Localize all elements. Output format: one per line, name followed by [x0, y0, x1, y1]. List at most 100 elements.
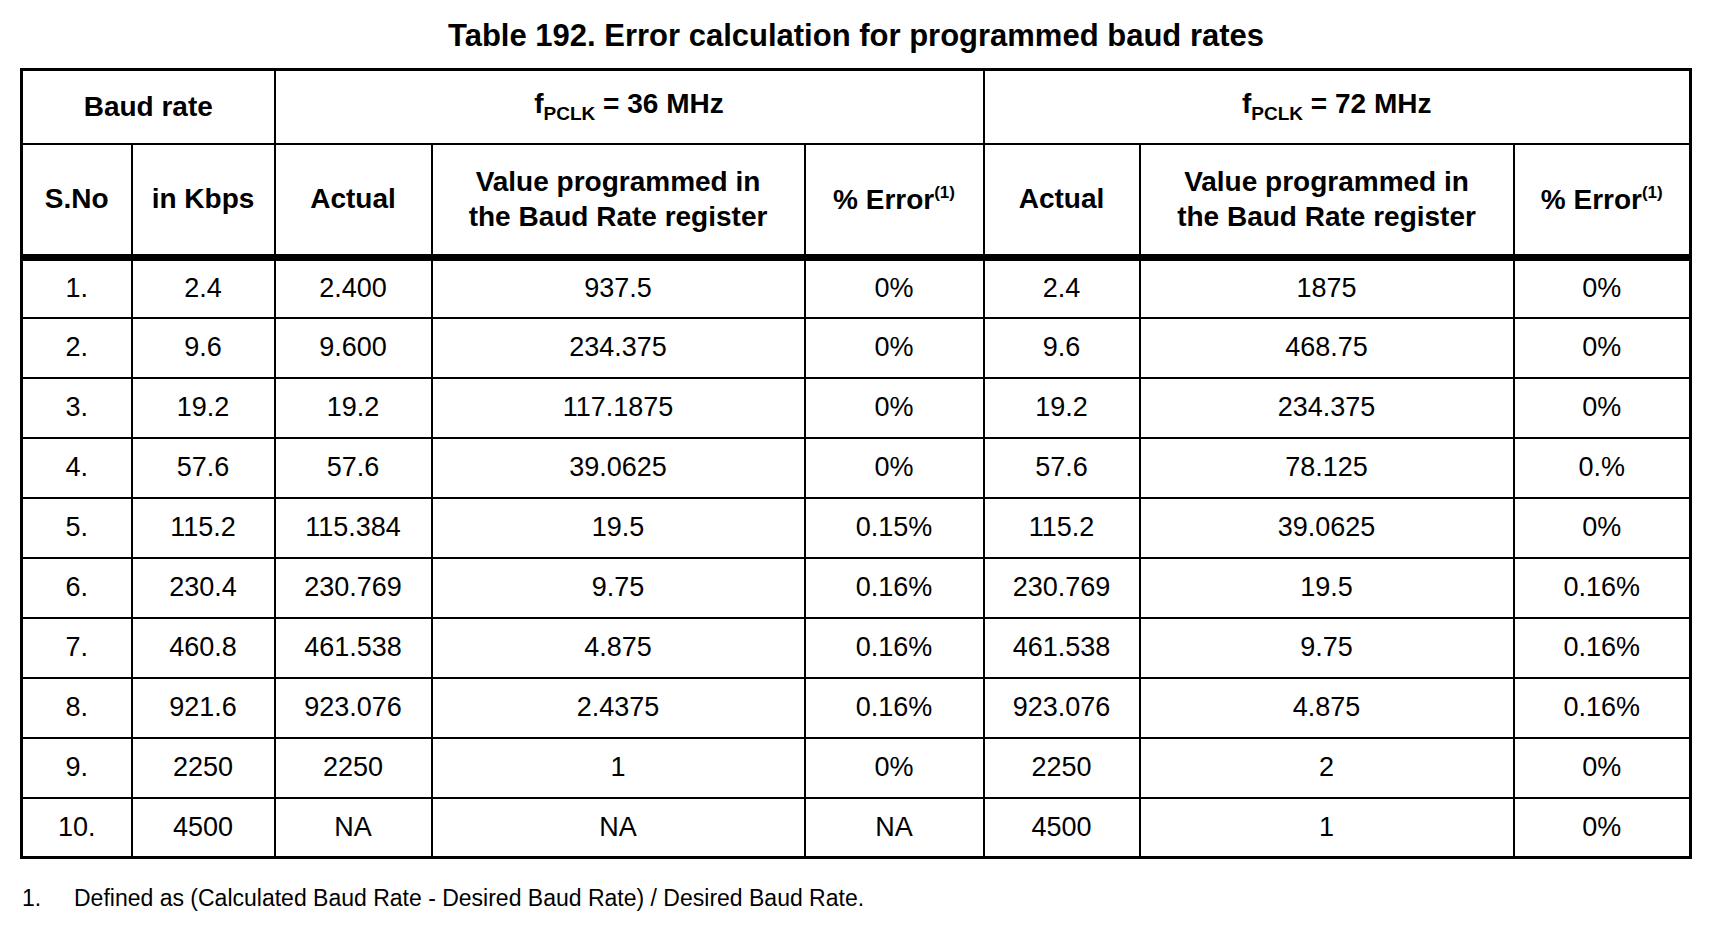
table-cell: 3. [22, 378, 132, 438]
table-cell: 2 [1140, 738, 1514, 798]
table-cell: 234.375 [432, 318, 805, 378]
table-cell: 57.6 [132, 438, 275, 498]
sub-header-row: S.No in Kbps Actual Value programmed in … [22, 144, 1691, 258]
table-cell: 0.16% [805, 618, 984, 678]
table-cell: 115.2 [984, 498, 1140, 558]
table-cell: 0% [805, 318, 984, 378]
header-actual-72: Actual [984, 144, 1140, 258]
table-cell: 19.2 [275, 378, 432, 438]
table-cell: 234.375 [1140, 378, 1514, 438]
table-cell: 10. [22, 798, 132, 858]
table-cell: 9.600 [275, 318, 432, 378]
table-cell: 2.400 [275, 258, 432, 318]
table-cell: 0% [805, 438, 984, 498]
fpclk-36-subscript: PCLK [544, 103, 596, 124]
table-cell: 0.16% [1514, 558, 1691, 618]
table-cell: NA [805, 798, 984, 858]
table-cell: 0% [805, 258, 984, 318]
header-pct-error-36: % Error(1) [805, 144, 984, 258]
table-cell: NA [432, 798, 805, 858]
table-cell: 461.538 [984, 618, 1140, 678]
table-cell: 468.75 [1140, 318, 1514, 378]
table-cell: 4.875 [432, 618, 805, 678]
table-cell: 1 [1140, 798, 1514, 858]
table-cell: 230.4 [132, 558, 275, 618]
table-cell: 9.6 [984, 318, 1140, 378]
table-cell: 4. [22, 438, 132, 498]
table-row: 4.57.657.639.06250%57.678.1250.% [22, 438, 1691, 498]
table-cell: NA [275, 798, 432, 858]
header-value-line1: Value programmed in [1147, 164, 1507, 199]
table-cell: 460.8 [132, 618, 275, 678]
table-cell: 0% [1514, 258, 1691, 318]
table-row: 6.230.4230.7699.750.16%230.76919.50.16% [22, 558, 1691, 618]
table-cell: 0.% [1514, 438, 1691, 498]
table-cell: 9.75 [432, 558, 805, 618]
header-kbps: in Kbps [132, 144, 275, 258]
fpclk-72-value: = 72 MHz [1303, 88, 1431, 119]
table-cell: 7. [22, 618, 132, 678]
table-cell: 0% [805, 378, 984, 438]
table-cell: 115.384 [275, 498, 432, 558]
table-cell: 0% [805, 738, 984, 798]
table-cell: 2.4375 [432, 678, 805, 738]
header-baud-rate: Baud rate [22, 70, 275, 144]
table-cell: 19.2 [984, 378, 1140, 438]
table-cell: 0% [1514, 498, 1691, 558]
table-cell: 230.769 [275, 558, 432, 618]
table-cell: 9. [22, 738, 132, 798]
pct-error-label: % Error [1541, 184, 1642, 215]
table-title: Table 192. Error calculation for program… [0, 0, 1712, 54]
fpclk-36-value: = 36 MHz [595, 88, 723, 119]
table-cell: 8. [22, 678, 132, 738]
table-row: 9.2250225010%225020% [22, 738, 1691, 798]
header-actual-36: Actual [275, 144, 432, 258]
table-cell: 2250 [984, 738, 1140, 798]
table-cell: 57.6 [275, 438, 432, 498]
table-cell: 4500 [132, 798, 275, 858]
table-cell: 921.6 [132, 678, 275, 738]
fpclk-72-f: f [1242, 88, 1251, 119]
header-fpclk-36: fPCLK = 36 MHz [275, 70, 984, 144]
pct-error-footnote-ref: (1) [1642, 183, 1663, 202]
table-row: 3.19.219.2117.18750%19.2234.3750% [22, 378, 1691, 438]
header-value-programmed-36: Value programmed in the Baud Rate regist… [432, 144, 805, 258]
table-cell: 39.0625 [432, 438, 805, 498]
table-cell: 9.75 [1140, 618, 1514, 678]
table-cell: 19.5 [1140, 558, 1514, 618]
table-row: 10.4500NANANA450010% [22, 798, 1691, 858]
footnote-text: Defined as (Calculated Baud Rate - Desir… [74, 885, 864, 912]
table-row: 1.2.42.400937.50%2.418750% [22, 258, 1691, 318]
table-cell: 0% [1514, 318, 1691, 378]
table-cell: 0% [1514, 798, 1691, 858]
table-cell: 39.0625 [1140, 498, 1514, 558]
table-cell: 115.2 [132, 498, 275, 558]
footnote: 1. Defined as (Calculated Baud Rate - De… [22, 885, 1712, 912]
table-cell: 19.2 [132, 378, 275, 438]
table-cell: 9.6 [132, 318, 275, 378]
table-row: 8.921.6923.0762.43750.16%923.0764.8750.1… [22, 678, 1691, 738]
table-cell: 2.4 [984, 258, 1140, 318]
table-cell: 4.875 [1140, 678, 1514, 738]
table-cell: 0.16% [805, 558, 984, 618]
table-cell: 230.769 [984, 558, 1140, 618]
header-value-line1: Value programmed in [439, 164, 798, 199]
document-page: Table 192. Error calculation for program… [0, 0, 1712, 926]
table-header: Baud rate fPCLK = 36 MHz fPCLK = 72 MHz … [22, 70, 1691, 258]
table-cell: 937.5 [432, 258, 805, 318]
header-value-line2: the Baud Rate register [439, 199, 798, 234]
table-cell: 0.16% [805, 678, 984, 738]
header-value-line2: the Baud Rate register [1147, 199, 1507, 234]
table-cell: 1875 [1140, 258, 1514, 318]
table-row: 7.460.8461.5384.8750.16%461.5389.750.16% [22, 618, 1691, 678]
header-pct-error-72: % Error(1) [1514, 144, 1691, 258]
baud-rate-error-table: Baud rate fPCLK = 36 MHz fPCLK = 72 MHz … [20, 68, 1692, 859]
table-cell: 0.16% [1514, 678, 1691, 738]
table-cell: 923.076 [275, 678, 432, 738]
table-cell: 2250 [132, 738, 275, 798]
header-value-programmed-72: Value programmed in the Baud Rate regist… [1140, 144, 1514, 258]
table-cell: 1 [432, 738, 805, 798]
table-cell: 4500 [984, 798, 1140, 858]
table-cell: 19.5 [432, 498, 805, 558]
table-cell: 0.16% [1514, 618, 1691, 678]
